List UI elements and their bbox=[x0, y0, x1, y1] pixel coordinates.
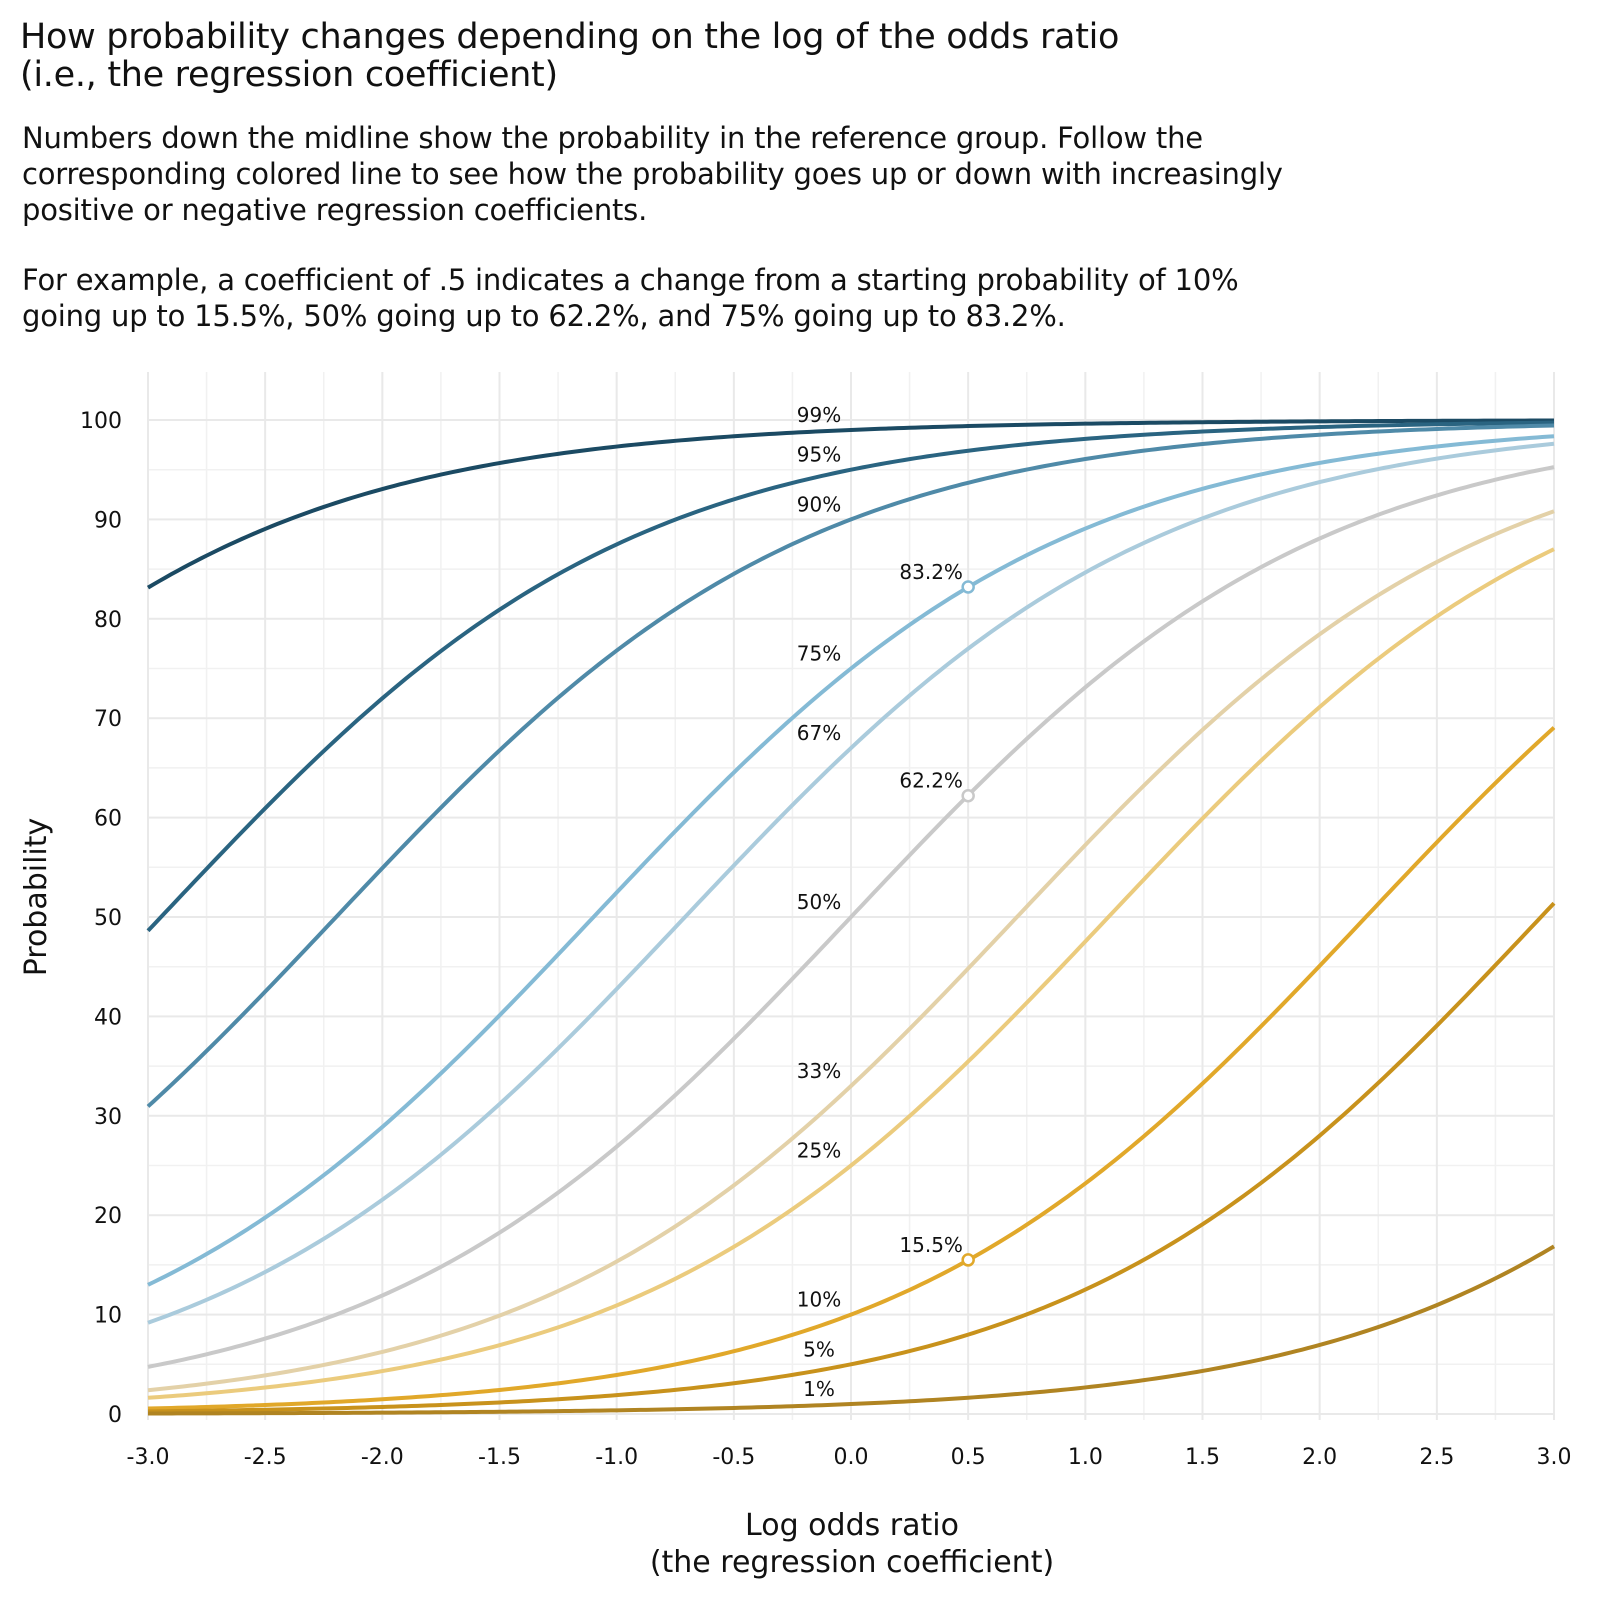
highlight-point bbox=[961, 580, 975, 594]
highlight-point bbox=[961, 1253, 975, 1267]
chart-title-line-1: How probability changes depending on the… bbox=[20, 17, 1120, 57]
chart-title-line-2: (i.e., the regression coefficient) bbox=[20, 55, 558, 95]
x-tick-label: 2.0 bbox=[1302, 1445, 1337, 1470]
y-tick-label: 50 bbox=[94, 906, 122, 931]
subtitle-line-2: corresponding colored line to see how th… bbox=[22, 157, 1283, 191]
y-tick-label: 100 bbox=[80, 409, 122, 434]
x-tick-label: -1.5 bbox=[478, 1445, 521, 1470]
curve-label-75-pct: 75% bbox=[797, 642, 841, 666]
highlight-point-label: 15.5% bbox=[899, 1233, 963, 1257]
curve-10-pct bbox=[147, 726, 1556, 1411]
x-tick-label: 0.0 bbox=[834, 1445, 869, 1470]
highlight-points: 83.2% 62.2% 15.5% bbox=[899, 560, 975, 1267]
curve-95-pct bbox=[146, 420, 1555, 933]
curve-label-50-pct: 50% bbox=[797, 890, 841, 914]
y-tick-label: 0 bbox=[108, 1403, 122, 1428]
x-tick-label: 1.0 bbox=[1068, 1445, 1103, 1470]
x-tick-label: -2.5 bbox=[244, 1445, 287, 1470]
x-tick-label: -2.0 bbox=[361, 1445, 404, 1470]
x-axis-title-line-2: (the regression coefficient) bbox=[650, 1545, 1054, 1580]
x-tick-label: -1.0 bbox=[595, 1445, 638, 1470]
curve-label-25-pct: 25% bbox=[797, 1139, 841, 1163]
curve-label-90-pct: 90% bbox=[797, 492, 841, 516]
x-tick-label: -3.0 bbox=[127, 1445, 170, 1470]
y-tick-label: 40 bbox=[94, 1005, 122, 1030]
y-tick-label: 80 bbox=[94, 608, 122, 633]
y-tick-label: 30 bbox=[94, 1105, 122, 1130]
x-axis-title-line-1: Log odds ratio bbox=[745, 1508, 959, 1543]
y-tick-label: 20 bbox=[94, 1204, 122, 1229]
curve-label-99-pct: 99% bbox=[797, 403, 841, 427]
subtitle-line-1: Numbers down the midline show the probab… bbox=[22, 121, 1203, 155]
curve-90-pct bbox=[146, 423, 1555, 1108]
curve-label-95-pct: 95% bbox=[797, 443, 841, 467]
y-tick-label: 90 bbox=[94, 508, 122, 533]
curve-67-pct bbox=[147, 441, 1555, 1325]
curve-50-pct bbox=[147, 465, 1555, 1369]
subtitle-line-5: For example, a coefficient of .5 indicat… bbox=[22, 263, 1239, 297]
y-tick-label: 60 bbox=[94, 807, 122, 832]
y-tick-label: 10 bbox=[94, 1304, 122, 1329]
y-tick-label: 70 bbox=[94, 707, 122, 732]
y-axis-title: Probability bbox=[19, 818, 54, 977]
axis-ticks: -3.0 -2.5 -2.0 -1.5 -1.0 -0.5 0.0 0.5 1.0 1.5 2.0 2… bbox=[80, 409, 1572, 1470]
x-tick-label: 0.5 bbox=[951, 1445, 986, 1470]
subtitle-line-6: going up to 15.5%, 50% going up to 62.2%… bbox=[22, 299, 1066, 333]
x-tick-label: 1.5 bbox=[1185, 1445, 1220, 1470]
curves bbox=[146, 418, 1556, 1416]
curve-label-5-pct: 5% bbox=[803, 1337, 835, 1361]
chart-subtitle: Numbers down the midline show the probab… bbox=[22, 120, 1562, 334]
curve-25-pct bbox=[147, 547, 1555, 1400]
curve-label-10-pct: 10% bbox=[797, 1288, 841, 1312]
curve-label-33-pct: 33% bbox=[797, 1059, 841, 1083]
highlight-point-label: 62.2% bbox=[899, 769, 963, 793]
highlight-point bbox=[961, 788, 975, 803]
curve-label-67-pct: 67% bbox=[797, 721, 841, 745]
x-tick-label: -0.5 bbox=[712, 1445, 755, 1470]
curve-5-pct bbox=[147, 901, 1556, 1414]
curve-33-pct bbox=[147, 509, 1555, 1393]
x-tick-label: 2.5 bbox=[1419, 1445, 1454, 1470]
curve-75-pct bbox=[147, 434, 1555, 1287]
curve-1-pct bbox=[147, 1244, 1556, 1416]
curve-label-1-pct: 1% bbox=[803, 1377, 835, 1401]
subtitle-line-3: positive or negative regression coeffici… bbox=[22, 193, 648, 227]
curve-labels: 99% 95% 90% 75% 67% 50% 33% 25% 10% 5% 1% bbox=[797, 403, 841, 1401]
curve-99-pct bbox=[146, 418, 1555, 590]
x-tick-label: 3.0 bbox=[1537, 1445, 1572, 1470]
highlight-point-label: 83.2% bbox=[899, 560, 963, 584]
chart-title: How probability changes depending on the… bbox=[20, 18, 1119, 94]
